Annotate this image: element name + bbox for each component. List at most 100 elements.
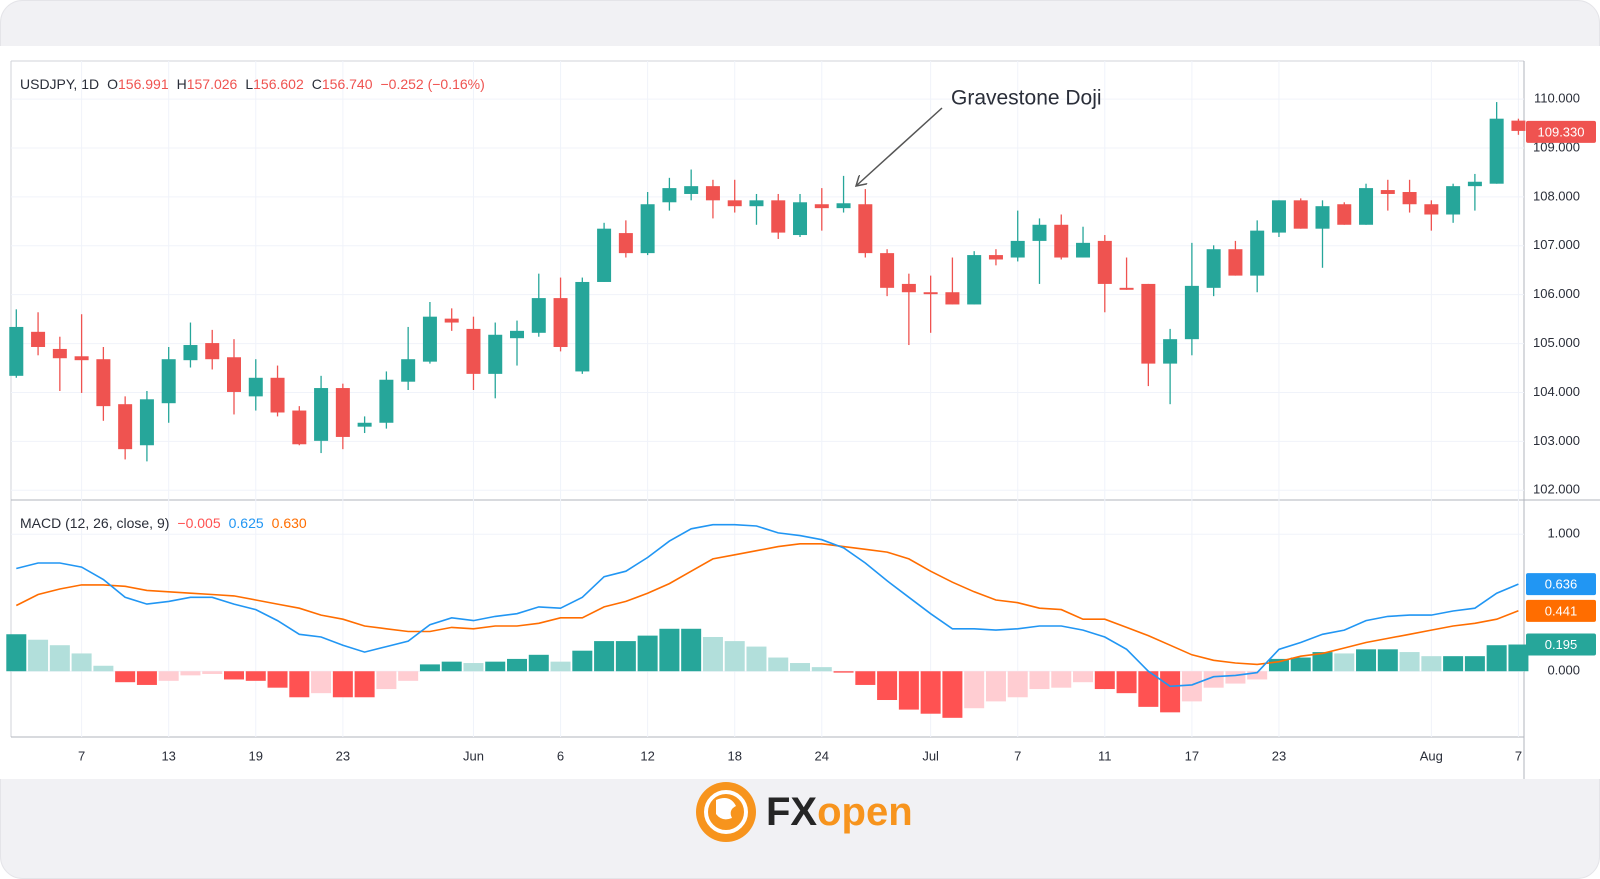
- annotation-arrow: [856, 107, 943, 186]
- histogram-bar: [49, 645, 70, 672]
- y-tick-label: 108.000: [1533, 188, 1580, 203]
- histogram-bar: [768, 657, 789, 672]
- x-tick-label: 18: [727, 748, 741, 763]
- candle-body: [1402, 192, 1417, 205]
- candle-body: [1206, 249, 1221, 288]
- x-tick-label: 24: [815, 748, 829, 763]
- histogram-bar: [311, 671, 332, 694]
- candle-body: [1489, 118, 1504, 184]
- histogram-bar: [811, 667, 832, 672]
- histogram-bar: [615, 641, 636, 672]
- candle-body: [292, 410, 307, 445]
- histogram-bar: [1508, 644, 1529, 672]
- candle-body: [422, 316, 437, 362]
- macd-legend: MACD (12, 26, close, 9) −0.005 0.625 0.630: [20, 515, 307, 531]
- candle-body: [858, 204, 873, 254]
- histogram-bar: [964, 671, 985, 709]
- x-tick-label: 13: [161, 748, 175, 763]
- histogram-bar: [1225, 671, 1246, 684]
- histogram-bar: [224, 671, 244, 680]
- marks: [6, 102, 1529, 718]
- last-value-label: 109.330: [1538, 124, 1585, 139]
- histogram-bar: [398, 671, 419, 681]
- histogram-bar: [1051, 671, 1072, 688]
- candle-body: [1054, 224, 1069, 258]
- candle-body: [662, 188, 677, 203]
- histogram-bar: [202, 671, 223, 674]
- candle-body: [466, 328, 481, 374]
- annotation: Gravestone Doji: [951, 87, 1102, 110]
- legend-key: H: [177, 76, 187, 92]
- histogram-bar: [376, 671, 397, 690]
- labels: 102.000 103.000 104.000 105.000 106.000 107.0…: [20, 76, 1596, 763]
- x-tick-label: 7: [1515, 748, 1522, 763]
- candle-body: [1424, 204, 1439, 215]
- brand-open: open: [817, 790, 913, 834]
- legend-change: −0.252 (−0.16%): [380, 76, 484, 92]
- histogram-bar: [1007, 671, 1028, 698]
- candle-body: [1097, 240, 1112, 284]
- x-tick-label: 12: [640, 748, 654, 763]
- y-tick-label: 103.000: [1533, 433, 1580, 448]
- histogram-bar: [441, 661, 462, 672]
- histogram-bar: [180, 671, 201, 676]
- candle-body: [1141, 283, 1156, 364]
- histogram-bar: [507, 658, 528, 672]
- last-value-badge: [1526, 120, 1596, 143]
- candle-body: [1380, 190, 1395, 194]
- histogram-bar: [877, 671, 898, 701]
- candle-body: [314, 388, 329, 441]
- histogram-bar: [93, 665, 114, 672]
- histogram-bar: [528, 654, 549, 672]
- macd-line: [16, 523, 1519, 688]
- histogram-bar: [463, 663, 484, 672]
- histogram-bar: [724, 641, 745, 672]
- y-tick-label: 102.000: [1533, 482, 1580, 497]
- histogram-bar: [289, 671, 310, 698]
- candle-body: [749, 200, 764, 207]
- histogram-bar: [1029, 671, 1050, 690]
- histogram-bar: [1247, 671, 1268, 680]
- histogram-bar: [1073, 671, 1094, 683]
- x-tick-label: Jul: [922, 748, 939, 763]
- histogram-bar: [1334, 653, 1355, 672]
- candle-body: [597, 228, 612, 282]
- candle-body: [1228, 249, 1243, 276]
- chart-card: [0, 46, 1600, 779]
- histogram-bar: [659, 628, 680, 672]
- legend-value: 0.630: [272, 515, 307, 531]
- candle-body: [444, 318, 459, 323]
- last-value-badge: [1526, 599, 1596, 622]
- x-tick-label: 19: [249, 748, 263, 763]
- histogram-bar: [637, 635, 658, 672]
- histogram-bar: [158, 671, 179, 681]
- last-value-badge: [1526, 633, 1596, 656]
- histogram-bar: [1290, 657, 1311, 672]
- histogram-bar: [419, 664, 440, 672]
- histogram-bar: [1486, 645, 1507, 672]
- candle-body: [923, 292, 938, 295]
- price-legend: USDJPY, 1D O156.991 H157.026 L156.602 C156.7…: [20, 76, 485, 92]
- signal-line: [15, 543, 1519, 666]
- candle-body: [9, 326, 24, 376]
- histogram-bar: [354, 671, 375, 698]
- legend-value: 156.602: [253, 76, 304, 92]
- candle-body: [248, 377, 263, 397]
- histogram-bar: [115, 671, 136, 683]
- candle-body: [227, 357, 241, 392]
- legend-value: 157.026: [187, 76, 238, 92]
- histogram-bar: [28, 639, 49, 672]
- candle-body: [705, 186, 720, 201]
- histogram-bar: [702, 636, 723, 672]
- candle-body: [1467, 181, 1482, 187]
- candle-body: [1163, 339, 1178, 364]
- histogram-bar: [332, 671, 353, 698]
- candle-body: [880, 253, 895, 288]
- histogram-bar: [6, 634, 27, 672]
- candle-body: [640, 204, 655, 254]
- candle-body: [379, 379, 394, 423]
- histogram-bar: [245, 671, 266, 681]
- y-tick-label: 105.000: [1533, 335, 1580, 350]
- candle-body: [31, 331, 46, 347]
- histogram-bar: [550, 661, 571, 672]
